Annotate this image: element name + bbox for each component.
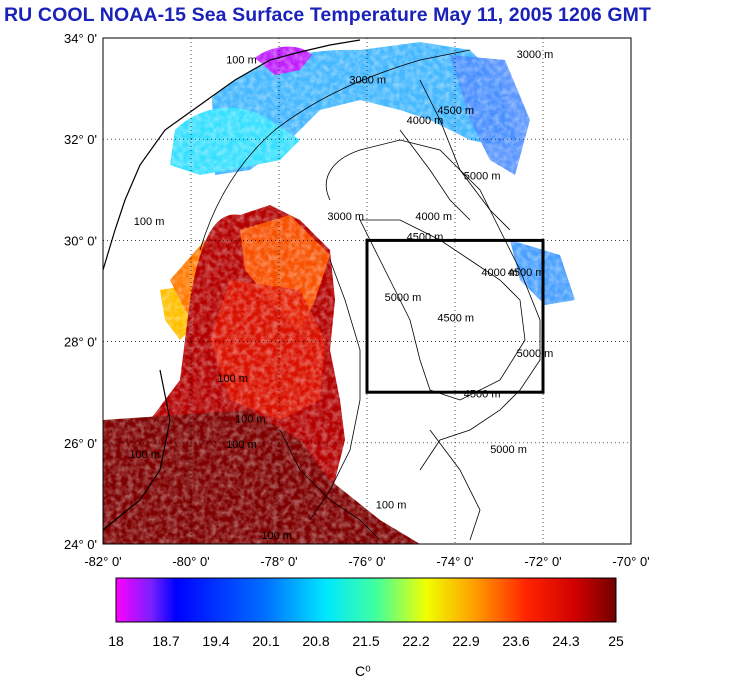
map-frame (102, 37, 632, 545)
lat-tick-label: 34° 0' (64, 31, 97, 46)
map-title: RU COOL NOAA-15 Sea Surface Temperature … (4, 4, 651, 26)
contour-label: 3000 m (327, 211, 364, 223)
longitude-labels: -82° 0' -80° 0' -78° 0' -76° 0' -74° 0' -72° … (84, 554, 649, 569)
contour-label: 5000 m (517, 348, 554, 360)
contour-label: 4000 m (481, 267, 518, 279)
lat-tick-label: 32° 0' (64, 132, 97, 147)
lat-tick-label: 26° 0' (64, 436, 97, 451)
contour-label: 100 m (376, 500, 407, 512)
lon-tick-label: -80° 0' (172, 554, 209, 569)
lon-tick-label: -82° 0' (84, 554, 121, 569)
contour-label: 100 m (235, 414, 266, 426)
colorbar-tick-label: 20.1 (252, 633, 279, 649)
colorbar-tick-label: 24.3 (552, 633, 579, 649)
contour-label: 5000 m (385, 292, 422, 304)
contour-label: 3000 m (349, 75, 386, 87)
contour-label: 4500 m (464, 388, 501, 400)
contour-label: 100 m (261, 530, 292, 542)
lon-tick-label: -74° 0' (436, 554, 473, 569)
colorbar-tick-label: 23.6 (502, 633, 529, 649)
contour-label: 100 m (129, 449, 160, 461)
contour-label: 5000 m (490, 444, 527, 456)
contour-label: 4500 m (437, 312, 474, 324)
colorbar-tick-label: 22.9 (452, 633, 479, 649)
lon-tick-label: -70° 0' (612, 554, 649, 569)
study-area-box (365, 238, 545, 394)
colorbar (115, 577, 617, 623)
lat-tick-label: 24° 0' (64, 537, 97, 552)
lat-tick-label: 28° 0' (64, 335, 97, 350)
colorbar-tick-label: 22.2 (402, 633, 429, 649)
contour-label: 100 m (226, 439, 257, 451)
colorbar-labels: 18 18.7 19.4 20.1 20.8 21.5 22.2 22.9 23.6 24.3 25 (108, 633, 624, 649)
lon-tick-label: -76° 0' (348, 554, 385, 569)
contour-label: 100 m (226, 54, 257, 66)
contour-label: 100 m (134, 216, 165, 228)
contour-label: 4500 m (407, 231, 444, 243)
contour-label: 3000 m (517, 49, 554, 61)
contour-label: 5000 m (464, 171, 501, 183)
colorbar-tick-label: 18.7 (152, 633, 179, 649)
contour-label: 4500 m (437, 105, 474, 117)
lon-tick-label: -72° 0' (524, 554, 561, 569)
colorbar-tick-label: 19.4 (202, 633, 229, 649)
contour-label: 4500 m (508, 267, 545, 279)
lat-tick-label: 30° 0' (64, 233, 97, 248)
colorbar-unit: C⁰ (355, 663, 371, 679)
coastline (102, 39, 361, 531)
colorbar-tick-label: 25 (608, 633, 624, 649)
contour-label: 4000 m (415, 211, 452, 223)
latitude-labels: 34° 0' 32° 0' 30° 0' 28° 0' 26° 0' 24° 0' (64, 31, 97, 552)
colorbar-tick-label: 18 (108, 633, 124, 649)
contour-label: 4000 m (407, 115, 444, 127)
colorbar-tick-label: 21.5 (352, 633, 379, 649)
contour-label: 100 m (217, 373, 248, 385)
lon-tick-label: -78° 0' (260, 554, 297, 569)
colorbar-tick-label: 20.8 (302, 633, 329, 649)
